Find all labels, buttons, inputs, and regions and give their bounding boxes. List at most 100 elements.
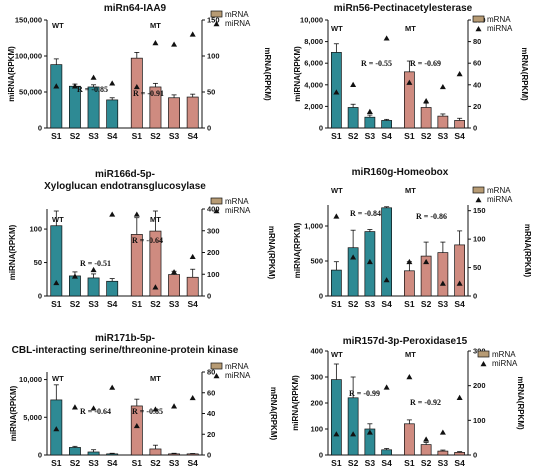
chart-panel-4: miR160g-Homeobox 0 500 1,000 0 50 100 150 miRNA(… <box>293 167 532 309</box>
y-tick-label: 500 <box>310 257 323 266</box>
y2-axis-label: mRNA(RPKM) <box>263 47 272 101</box>
legend-mrna-label: mRNA <box>225 197 249 206</box>
bar-wt-s1 <box>331 269 342 297</box>
group-label-mt: MT <box>405 350 416 359</box>
mirna-point <box>71 273 78 279</box>
x-tick-label: S4 <box>107 458 118 468</box>
legend-mrna-label: mRNA <box>487 186 511 195</box>
y2-tick-label: 150 <box>207 16 220 25</box>
x-tick-label: S1 <box>51 458 62 468</box>
mirna-point <box>71 83 78 89</box>
correlation-label: R = -0.85 <box>132 407 163 416</box>
x-tick-label: S2 <box>348 131 359 141</box>
y-tick-label: 300 <box>310 373 323 382</box>
mirna-point <box>133 422 140 429</box>
y-tick-label: 1,000 <box>304 222 323 231</box>
mirna-point <box>406 79 413 85</box>
bar-wt-s2 <box>68 447 81 456</box>
y2-tick-label: 20 <box>207 430 215 439</box>
x-tick-label: S2 <box>348 458 359 468</box>
group-label-mt: MT <box>150 215 161 224</box>
legend-mirna-marker <box>475 26 482 32</box>
bar-wt-s2 <box>347 107 359 129</box>
group-label-mt: MT <box>150 374 161 383</box>
mirna-point <box>439 429 446 435</box>
legend-mirna-marker <box>213 373 220 379</box>
bar-mt-s2 <box>420 444 432 456</box>
bar-wt-s4 <box>106 453 119 456</box>
chart-title: miR171b-5p- <box>95 333 155 344</box>
y2-tick-label: 40 <box>473 80 481 89</box>
mirna-point <box>53 279 60 286</box>
legend-mirna-label: miRNA <box>492 359 518 368</box>
y-tick-label: 2,000 <box>304 102 323 111</box>
y-axis-label: miRNA(RPKM) <box>293 46 302 102</box>
y-tick-label: 50 <box>34 258 42 267</box>
y2-tick-label: 0 <box>473 292 477 301</box>
chart-panel-2: miRn56-Pectinacetylesterase 0 2,000 4,000 6,… <box>293 3 529 141</box>
x-tick-label: S3 <box>438 299 449 309</box>
mirna-point <box>406 374 413 380</box>
bar-mt-s1 <box>404 270 415 297</box>
correlation-label: R = -0.84 <box>350 209 381 218</box>
y-tick-label: 0 <box>319 292 323 301</box>
mirna-point <box>90 266 97 273</box>
x-tick-label: S3 <box>365 299 376 309</box>
chart-title: CBL-interacting serine/threonine-protein… <box>12 345 239 356</box>
correlation-label: R = -0.99 <box>349 389 380 398</box>
y2-tick-label: 100 <box>207 52 220 61</box>
legend-mirna-marker <box>475 197 482 203</box>
bar-wt-s4 <box>106 280 119 297</box>
bar-mt-s3 <box>168 453 181 456</box>
x-tick-label: S3 <box>438 131 449 141</box>
group-label-wt: WT <box>52 215 64 224</box>
bar-wt-s4 <box>381 449 393 456</box>
bar-wt-s4 <box>381 207 393 297</box>
group-label-wt: WT <box>331 350 343 359</box>
correlation-label: R = -0.64 <box>80 407 111 416</box>
x-tick-label: S1 <box>404 458 415 468</box>
legend-mrna-label: mRNA <box>225 10 249 19</box>
mirna-point <box>366 429 373 435</box>
y2-tick-label: 200 <box>473 381 486 390</box>
y2-tick-label: 50 <box>473 263 481 272</box>
chart-panel-3: miR166d-5p-Xyloglucan endotransglucosyla… <box>8 169 276 309</box>
correlation-label: R = -0.64 <box>132 236 163 245</box>
correlation-label: R = -0.91 <box>133 89 164 98</box>
y-tick-label: 50,000 <box>19 88 42 97</box>
group-label-wt: WT <box>331 186 343 195</box>
legend-mrna-label: mRNA <box>487 15 511 24</box>
chart-panel-5: miR171b-5p-CBL-interacting serine/threon… <box>9 333 278 468</box>
legend-mirna-marker <box>213 21 220 27</box>
y-axis-label: miRNA(RPKM) <box>9 385 18 441</box>
correlation-label: R = -0.86 <box>416 212 447 221</box>
bar-mt-s4 <box>186 453 199 456</box>
mirna-point <box>333 431 340 437</box>
x-tick-label: S1 <box>404 131 415 141</box>
x-tick-label: S3 <box>88 299 99 309</box>
x-tick-label: S3 <box>88 458 99 468</box>
x-tick-label: S2 <box>70 299 81 309</box>
x-tick-label: S4 <box>381 131 392 141</box>
bar-mt-s4 <box>186 276 199 297</box>
x-tick-label: S3 <box>169 458 180 468</box>
y-tick-label: 8,000 <box>304 37 323 46</box>
mirna-point <box>423 98 430 104</box>
x-tick-label: S2 <box>421 458 432 468</box>
group-label-wt: WT <box>331 24 343 33</box>
y-tick-label: 0 <box>319 124 323 133</box>
y-tick-label: 4,000 <box>304 80 323 89</box>
y2-tick-label: 0 <box>473 124 477 133</box>
bar-wt-s2 <box>347 397 359 456</box>
y-axis-label: miRNA(RPKM) <box>293 222 302 278</box>
y2-tick-label: 40 <box>207 409 215 418</box>
bar-mt-s4 <box>186 96 199 129</box>
x-tick-label: S2 <box>150 458 161 468</box>
bar-mt-s3 <box>168 97 181 129</box>
chart-panel-1: miRn64-IAA9 0 50,000 100,000 150,000 0 50 100 15… <box>7 3 272 141</box>
x-tick-label: S2 <box>421 131 432 141</box>
y2-tick-label: 100 <box>473 235 486 244</box>
y2-axis-label: mRNA(RPKM) <box>267 226 276 280</box>
mirna-point <box>456 394 463 400</box>
y2-tick-label: 0 <box>207 292 211 301</box>
